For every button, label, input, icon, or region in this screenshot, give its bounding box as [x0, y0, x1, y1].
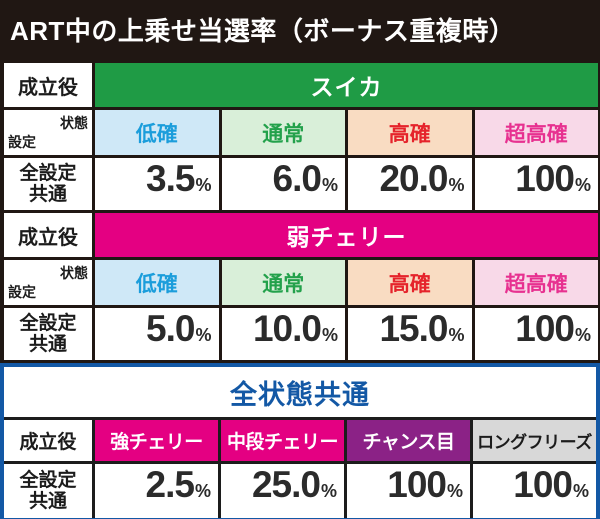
- all-settings-line2: 共通: [28, 334, 67, 355]
- state-setting-corner-cell: 状態 設定: [4, 260, 92, 305]
- rate-value-cell: 10.0%: [221, 308, 345, 360]
- role-header-cell: 成立役: [4, 63, 92, 107]
- state-header-high: 高確: [348, 260, 472, 305]
- rate-value-cell: 15.0%: [348, 308, 472, 360]
- rate-value-cell: 20.0%: [348, 158, 472, 210]
- setting-label: 設定: [8, 284, 36, 300]
- rate-value-cell: 100%: [473, 464, 596, 518]
- percent-sign: %: [195, 325, 212, 345]
- rate-value-cell: 6.0%: [221, 158, 345, 210]
- state-label: 状態: [60, 265, 88, 281]
- all-states-table: 全状態共通 成立役 強チェリー 中段チェリー チャンス目 ロングフリーズ 全設定…: [4, 367, 596, 518]
- percent-sign: %: [194, 481, 211, 501]
- rate-value-cell: 3.5%: [95, 158, 219, 210]
- percent-sign: %: [574, 325, 591, 345]
- percent-sign: %: [321, 325, 338, 345]
- all-settings-cell: 全設定 共通: [4, 308, 92, 360]
- all-settings-cell: 全設定 共通: [4, 158, 92, 210]
- category-middle-cherry: 中段チェリー: [221, 420, 344, 461]
- rate-number: 10.0: [252, 308, 322, 349]
- category-strong-cherry: 強チェリー: [95, 420, 218, 461]
- rate-number: 6.0: [272, 158, 322, 199]
- rate-number: 5.0: [146, 308, 195, 349]
- percent-sign: %: [572, 481, 589, 501]
- setting-label: 設定: [8, 134, 36, 150]
- rate-number: 100: [515, 158, 575, 199]
- rate-number: 100: [515, 308, 575, 349]
- percent-sign: %: [448, 175, 465, 195]
- state-header-normal: 通常: [221, 260, 345, 305]
- state-header-high: 高確: [348, 110, 472, 155]
- category-long-freeze: ロングフリーズ: [473, 420, 596, 461]
- percent-sign: %: [446, 481, 463, 501]
- state-header-normal: 通常: [221, 110, 345, 155]
- role-value-suika: スイカ: [95, 63, 598, 107]
- rate-number: 2.5: [145, 464, 195, 505]
- rate-number: 100: [387, 464, 447, 505]
- rate-value-cell: 5.0%: [95, 308, 219, 360]
- percent-sign: %: [448, 325, 465, 345]
- rate-value-cell: 25.0%: [221, 464, 344, 518]
- percent-sign: %: [195, 175, 212, 195]
- rate-value-cell: 100%: [474, 308, 598, 360]
- role-value-weak-cherry: 弱チェリー: [95, 213, 598, 257]
- rate-number: 20.0: [379, 158, 448, 199]
- percent-sign: %: [321, 175, 338, 195]
- state-label: 状態: [60, 115, 88, 131]
- rate-table-weak-cherry: 成立役 弱チェリー 状態 設定 低確 通常 高確 超高確 全設定 共通 5.0%…: [4, 213, 598, 360]
- state-header-low: 低確: [95, 110, 219, 155]
- state-header-superhigh: 超高確: [474, 260, 598, 305]
- all-states-section: 全状態共通 成立役 強チェリー 中段チェリー チャンス目 ロングフリーズ 全設定…: [0, 363, 600, 519]
- rate-table-suika: 成立役 スイカ 状態 設定 低確 通常 高確 超高確 全設定 共通 3.5% 6…: [4, 63, 598, 210]
- page-title: ART中の上乗せ当選率（ボーナス重複時）: [10, 16, 516, 46]
- rate-value-cell: 100%: [474, 158, 598, 210]
- all-settings-line2: 共通: [28, 184, 67, 205]
- all-states-header: 全状態共通: [4, 367, 596, 417]
- rate-number: 3.5: [146, 158, 195, 199]
- percent-sign: %: [320, 481, 337, 501]
- percent-sign: %: [574, 175, 591, 195]
- state-header-low: 低確: [95, 260, 219, 305]
- rate-number: 25.0: [251, 464, 321, 505]
- all-settings-line1: 全設定: [19, 312, 77, 334]
- rate-number: 15.0: [379, 308, 448, 349]
- role-header-cell: 成立役: [4, 213, 92, 257]
- all-settings-cell: 全設定 共通: [4, 464, 92, 518]
- rate-number: 100: [513, 464, 573, 505]
- all-settings-line1: 全設定: [19, 162, 77, 184]
- all-settings-line1: 全設定: [19, 469, 77, 491]
- rate-value-cell: 100%: [347, 464, 470, 518]
- state-header-superhigh: 超高確: [474, 110, 598, 155]
- state-setting-corner-cell: 状態 設定: [4, 110, 92, 155]
- all-settings-line2: 共通: [28, 491, 67, 512]
- rate-value-cell: 2.5%: [95, 464, 218, 518]
- title-bar: ART中の上乗せ当選率（ボーナス重複時）: [0, 0, 600, 59]
- role-header-cell: 成立役: [4, 420, 92, 461]
- category-chance-eye: チャンス目: [347, 420, 470, 461]
